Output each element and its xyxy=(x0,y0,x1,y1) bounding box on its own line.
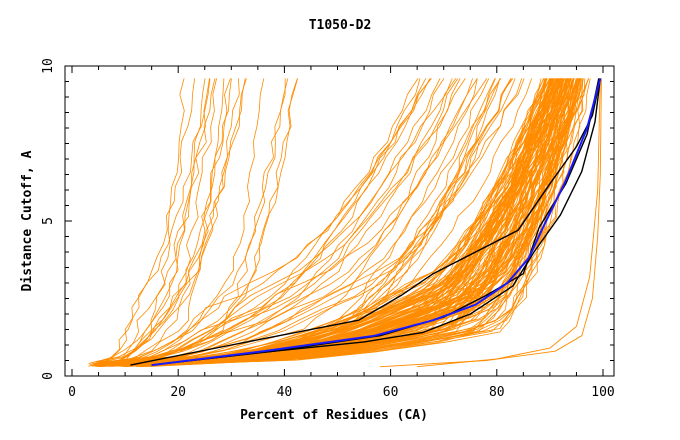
bulk-series-line xyxy=(94,78,225,366)
bulk-series-line xyxy=(95,78,210,366)
y-axis-title: Distance Cutoff, A xyxy=(20,150,35,291)
bulk-series-line xyxy=(102,78,216,367)
bulk-series-line xyxy=(90,78,246,364)
bulk-series-line xyxy=(99,78,298,365)
bulk-series-line xyxy=(110,78,421,363)
bulk-series-line xyxy=(99,78,265,364)
highlight-series-line xyxy=(151,78,602,367)
bulk-series-line xyxy=(99,78,231,365)
highlight-series-line xyxy=(130,78,601,366)
bulk-series-line xyxy=(99,78,461,364)
bulk-series-line xyxy=(142,78,546,363)
bulk-series-line xyxy=(106,78,478,367)
bulk-series-line xyxy=(127,78,570,367)
bulk-series-line xyxy=(95,78,523,363)
x-axis-title: Percent of Residues (CA) xyxy=(240,408,428,423)
x-tick-label: 80 xyxy=(489,385,505,400)
bulk-series-line xyxy=(123,78,591,366)
bulk-series-line xyxy=(104,78,490,367)
y-tick-label: 0 xyxy=(41,372,56,380)
bulk-series-line xyxy=(100,78,195,364)
bulk-series-line xyxy=(115,78,579,363)
bulk-series-line xyxy=(130,78,545,365)
bulk-series-line xyxy=(94,78,240,363)
bulk-series-line xyxy=(132,78,575,364)
bulk-series-line xyxy=(118,78,575,364)
x-tick-label: 0 xyxy=(68,385,76,400)
bulk-series-line xyxy=(91,78,466,367)
bulk-series-line xyxy=(93,78,457,365)
bulk-series-line xyxy=(99,78,512,365)
bulk-series-line xyxy=(105,78,566,366)
bulk-series-line xyxy=(88,78,206,364)
bulk-series-line xyxy=(143,78,586,365)
bulk-series-line xyxy=(96,78,496,367)
bulk-series-line xyxy=(92,78,533,365)
y-tick-label: 5 xyxy=(41,217,56,225)
bulk-series-line xyxy=(95,78,211,364)
bulk-series-line xyxy=(97,78,232,364)
x-tick-label: 40 xyxy=(277,385,293,400)
bulk-series-line xyxy=(97,78,501,366)
bulk-outlier-line xyxy=(417,78,601,368)
bulk-series-line xyxy=(118,78,559,364)
bulk-series-line xyxy=(99,78,453,365)
bulk-series-line xyxy=(102,78,496,363)
bulk-series-line xyxy=(138,78,561,364)
bulk-series-line xyxy=(103,78,185,366)
x-axis-ticks: 0 20 40 60 80 100 xyxy=(68,66,615,400)
bulk-series-line xyxy=(97,78,289,367)
bulk-series-line xyxy=(135,78,544,367)
x-tick-label: 60 xyxy=(383,385,399,400)
bulk-series-line xyxy=(115,78,553,364)
x-tick-label: 100 xyxy=(591,385,614,400)
bulk-series-line xyxy=(91,78,427,367)
bulk-series-line xyxy=(143,78,553,366)
y-tick-label: 10 xyxy=(41,58,56,74)
bulk-series-line xyxy=(99,78,441,367)
bulk-series-line xyxy=(95,78,298,367)
bulk-series-line xyxy=(110,78,432,365)
bulk-series-line xyxy=(129,78,570,367)
bulk-series-line xyxy=(145,78,548,365)
bulk-series-line xyxy=(148,78,553,366)
bulk-series-line xyxy=(102,78,247,366)
highlight-curves xyxy=(130,78,602,367)
chart-title: T1050-D2 xyxy=(309,18,372,33)
bulk-series-line xyxy=(124,78,572,364)
bulk-series-line xyxy=(88,78,217,367)
bulk-series-line xyxy=(110,78,512,367)
bulk-series-line xyxy=(102,78,525,363)
bulk-series-line xyxy=(98,78,286,365)
bulk-series-line xyxy=(113,78,502,364)
highlight-series-line xyxy=(151,78,601,366)
bulk-series-line xyxy=(133,78,580,363)
bulk-series-line xyxy=(140,78,581,367)
x-tick-label: 20 xyxy=(170,385,186,400)
bulk-series-line xyxy=(126,78,577,366)
bulk-series-line xyxy=(99,78,488,363)
y-axis-ticks: 0 5 10 xyxy=(41,58,614,380)
